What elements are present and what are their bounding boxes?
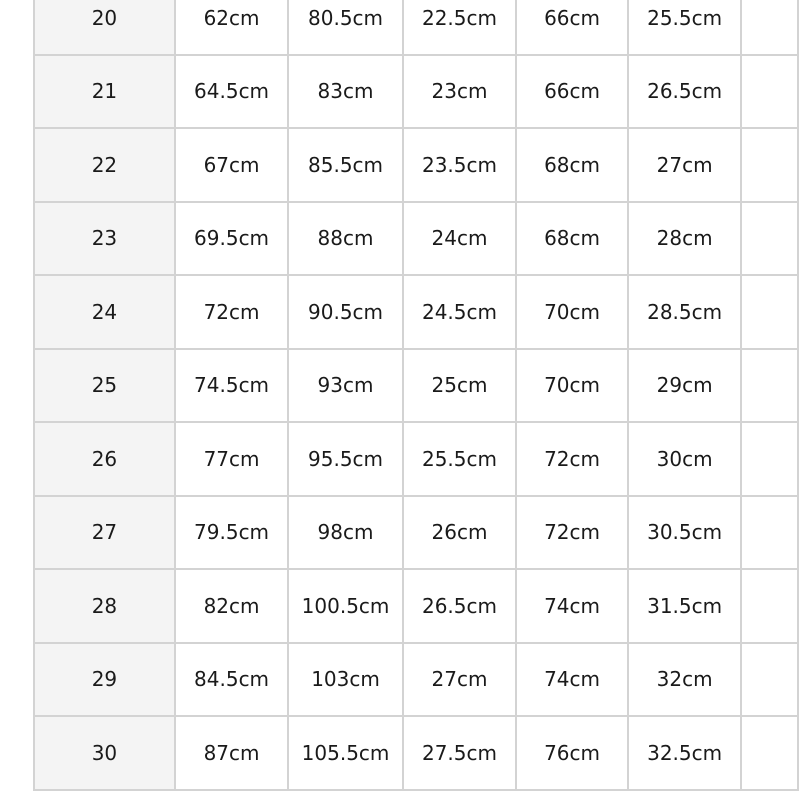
measurement-cell: 68cm <box>515 127 629 203</box>
measurement-cell: 66cm <box>515 53 629 129</box>
clipped-cell <box>740 641 799 717</box>
measurement-cell: 105.5cm <box>287 715 404 791</box>
clipped-cell <box>740 568 799 644</box>
size-cell: 26 <box>33 421 176 497</box>
table-row: 29 84.5cm 103cm 27cm 74cm 32cm <box>33 641 799 717</box>
measurement-cell: 62cm <box>173 0 290 56</box>
table-row: 25 74.5cm 93cm 25cm 70cm 29cm <box>33 347 799 423</box>
measurement-cell: 80.5cm <box>287 0 404 56</box>
size-cell: 24 <box>33 274 176 350</box>
measurement-cell: 32cm <box>626 641 743 717</box>
measurement-cell: 76cm <box>515 715 629 791</box>
table-row: 22 67cm 85.5cm 23.5cm 68cm 27cm <box>33 127 799 203</box>
measurement-cell: 32.5cm <box>626 715 743 791</box>
measurement-cell: 82cm <box>173 568 290 644</box>
size-cell: 29 <box>33 641 176 717</box>
measurement-cell: 74.5cm <box>173 347 290 423</box>
measurement-cell: 95.5cm <box>287 421 404 497</box>
measurement-cell: 24.5cm <box>401 274 518 350</box>
measurement-cell: 26cm <box>401 494 518 570</box>
clipped-cell <box>740 127 799 203</box>
measurement-cell: 27.5cm <box>401 715 518 791</box>
measurement-cell: 26.5cm <box>626 53 743 129</box>
measurement-cell: 90.5cm <box>287 274 404 350</box>
measurement-cell: 29cm <box>626 347 743 423</box>
table-row: 28 82cm 100.5cm 26.5cm 74cm 31.5cm <box>33 568 799 644</box>
clipped-cell <box>740 274 799 350</box>
size-cell: 22 <box>33 127 176 203</box>
measurement-cell: 88cm <box>287 200 404 276</box>
measurement-cell: 25cm <box>401 347 518 423</box>
size-cell: 21 <box>33 53 176 129</box>
clipped-cell <box>740 715 799 791</box>
clipped-cell <box>740 200 799 276</box>
measurement-cell: 23cm <box>401 53 518 129</box>
measurement-cell: 93cm <box>287 347 404 423</box>
size-chart: 20 62cm 80.5cm 22.5cm 66cm 25.5cm 21 64.5cm 83cm… <box>33 0 799 791</box>
measurement-cell: 22.5cm <box>401 0 518 56</box>
measurement-cell: 74cm <box>515 641 629 717</box>
size-cell: 28 <box>33 568 176 644</box>
measurement-cell: 31.5cm <box>626 568 743 644</box>
measurement-cell: 72cm <box>515 494 629 570</box>
size-cell: 30 <box>33 715 176 791</box>
measurement-cell: 25.5cm <box>401 421 518 497</box>
table-row: 20 62cm 80.5cm 22.5cm 66cm 25.5cm <box>33 0 799 56</box>
measurement-cell: 70cm <box>515 347 629 423</box>
measurement-cell: 74cm <box>515 568 629 644</box>
measurement-cell: 24cm <box>401 200 518 276</box>
measurement-cell: 28cm <box>626 200 743 276</box>
measurement-cell: 87cm <box>173 715 290 791</box>
measurement-cell: 85.5cm <box>287 127 404 203</box>
measurement-cell: 23.5cm <box>401 127 518 203</box>
measurement-cell: 68cm <box>515 200 629 276</box>
measurement-cell: 79.5cm <box>173 494 290 570</box>
measurement-cell: 70cm <box>515 274 629 350</box>
measurement-cell: 66cm <box>515 0 629 56</box>
clipped-cell <box>740 347 799 423</box>
measurement-cell: 84.5cm <box>173 641 290 717</box>
measurement-cell: 64.5cm <box>173 53 290 129</box>
clipped-cell <box>740 0 799 56</box>
measurement-cell: 27cm <box>401 641 518 717</box>
measurement-cell: 67cm <box>173 127 290 203</box>
table-row: 21 64.5cm 83cm 23cm 66cm 26.5cm <box>33 53 799 129</box>
table-row: 24 72cm 90.5cm 24.5cm 70cm 28.5cm <box>33 274 799 350</box>
clipped-cell <box>740 494 799 570</box>
size-cell: 23 <box>33 200 176 276</box>
measurement-cell: 30cm <box>626 421 743 497</box>
clipped-cell <box>740 53 799 129</box>
measurement-cell: 77cm <box>173 421 290 497</box>
table-row: 26 77cm 95.5cm 25.5cm 72cm 30cm <box>33 421 799 497</box>
size-cell: 27 <box>33 494 176 570</box>
measurement-cell: 69.5cm <box>173 200 290 276</box>
measurement-cell: 72cm <box>515 421 629 497</box>
table-row: 27 79.5cm 98cm 26cm 72cm 30.5cm <box>33 494 799 570</box>
table-row: 23 69.5cm 88cm 24cm 68cm 28cm <box>33 200 799 276</box>
measurement-cell: 98cm <box>287 494 404 570</box>
size-table: 20 62cm 80.5cm 22.5cm 66cm 25.5cm 21 64.5cm 83cm… <box>33 0 799 791</box>
table-row: 30 87cm 105.5cm 27.5cm 76cm 32.5cm <box>33 715 799 791</box>
measurement-cell: 103cm <box>287 641 404 717</box>
measurement-cell: 83cm <box>287 53 404 129</box>
size-cell: 20 <box>33 0 176 56</box>
measurement-cell: 28.5cm <box>626 274 743 350</box>
measurement-cell: 30.5cm <box>626 494 743 570</box>
clipped-cell <box>740 421 799 497</box>
size-cell: 25 <box>33 347 176 423</box>
measurement-cell: 72cm <box>173 274 290 350</box>
measurement-cell: 26.5cm <box>401 568 518 644</box>
measurement-cell: 100.5cm <box>287 568 404 644</box>
measurement-cell: 27cm <box>626 127 743 203</box>
measurement-cell: 25.5cm <box>626 0 743 56</box>
